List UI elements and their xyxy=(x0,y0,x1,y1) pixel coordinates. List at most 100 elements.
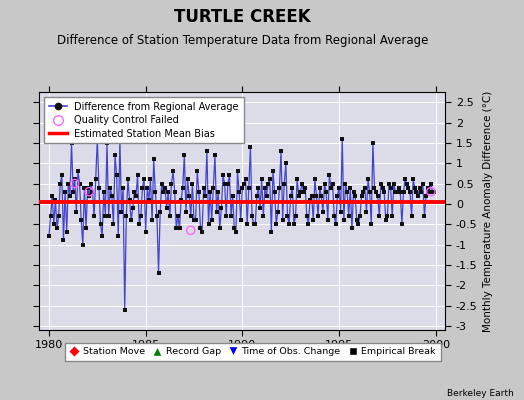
Point xyxy=(336,209,345,215)
Point xyxy=(54,213,63,219)
Point xyxy=(261,184,269,191)
Point xyxy=(128,205,137,211)
Point xyxy=(158,180,166,187)
Point xyxy=(377,180,385,187)
Point xyxy=(322,188,330,195)
Point xyxy=(141,229,150,236)
Point xyxy=(319,209,327,215)
Point xyxy=(200,184,208,191)
Point xyxy=(267,229,276,236)
Point xyxy=(414,192,422,199)
Point xyxy=(362,209,370,215)
Point xyxy=(159,188,168,195)
Point xyxy=(59,237,68,244)
Point xyxy=(155,270,163,276)
Text: 1995: 1995 xyxy=(325,340,353,350)
Point xyxy=(428,188,436,195)
Point xyxy=(246,144,255,150)
Point xyxy=(92,176,100,183)
Point xyxy=(122,213,130,219)
Point xyxy=(404,184,412,191)
Point xyxy=(132,192,140,199)
Point xyxy=(161,184,169,191)
Point xyxy=(233,168,242,174)
Point xyxy=(417,188,425,195)
Point xyxy=(287,192,295,199)
Point xyxy=(230,225,238,232)
Point xyxy=(190,217,198,223)
Point xyxy=(333,192,342,199)
Point xyxy=(406,188,414,195)
Point xyxy=(107,192,116,199)
Point xyxy=(423,184,432,191)
Point xyxy=(251,221,259,228)
Point xyxy=(375,213,384,219)
Point xyxy=(127,217,135,223)
Point xyxy=(256,205,264,211)
Point xyxy=(278,217,287,223)
Point xyxy=(378,184,387,191)
Point xyxy=(388,213,397,219)
Point xyxy=(71,180,79,187)
Point xyxy=(137,213,145,219)
Point xyxy=(228,192,237,199)
Legend: Station Move, Record Gap, Time of Obs. Change, Empirical Break: Station Move, Record Gap, Time of Obs. C… xyxy=(65,343,441,361)
Point xyxy=(185,192,193,199)
Point xyxy=(222,213,231,219)
Point xyxy=(283,213,292,219)
Point xyxy=(100,188,108,195)
Point xyxy=(77,217,85,223)
Point xyxy=(304,221,313,228)
Point xyxy=(240,180,248,187)
Point xyxy=(104,213,113,219)
Point xyxy=(64,180,72,187)
Point xyxy=(335,184,343,191)
Point xyxy=(209,184,217,191)
Point xyxy=(183,176,192,183)
Point xyxy=(56,180,64,187)
Point xyxy=(317,192,325,199)
Point xyxy=(191,217,200,223)
Point xyxy=(125,197,134,203)
Point xyxy=(211,152,219,158)
Point xyxy=(365,188,374,195)
Point xyxy=(311,176,319,183)
Point xyxy=(149,156,158,162)
Point xyxy=(153,213,161,219)
Point xyxy=(293,176,301,183)
Point xyxy=(204,221,213,228)
Point xyxy=(356,213,364,219)
Point xyxy=(309,217,318,223)
Point xyxy=(330,213,339,219)
Point xyxy=(416,184,424,191)
Point xyxy=(338,136,346,142)
Point xyxy=(341,180,350,187)
Point xyxy=(306,197,314,203)
Point xyxy=(72,209,81,215)
Text: TURTLE CREEK: TURTLE CREEK xyxy=(174,8,311,26)
Point xyxy=(411,184,419,191)
Point xyxy=(111,152,119,158)
Point xyxy=(117,209,126,215)
Point xyxy=(215,225,224,232)
Point xyxy=(232,229,240,236)
Point xyxy=(401,176,409,183)
Point xyxy=(58,172,66,179)
Point xyxy=(329,180,337,187)
Point xyxy=(61,188,69,195)
Point xyxy=(296,188,304,195)
Point xyxy=(299,188,308,195)
Point xyxy=(277,148,285,154)
Point xyxy=(282,160,290,166)
Point xyxy=(134,172,142,179)
Point xyxy=(325,172,334,179)
Point xyxy=(412,188,421,195)
Point xyxy=(146,176,155,183)
Point xyxy=(109,221,117,228)
Text: Difference of Station Temperature Data from Regional Average: Difference of Station Temperature Data f… xyxy=(57,34,428,47)
Point xyxy=(327,184,335,191)
Point xyxy=(69,188,78,195)
Text: 1980: 1980 xyxy=(35,340,63,350)
Point xyxy=(266,176,274,183)
Point xyxy=(323,217,332,223)
